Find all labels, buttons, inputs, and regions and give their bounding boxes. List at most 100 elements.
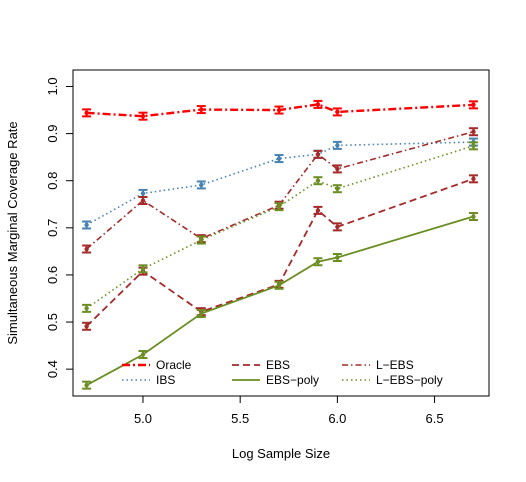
point-marker (471, 102, 476, 108)
data-point (274, 202, 284, 212)
data-point (82, 321, 92, 331)
point-marker (140, 113, 146, 119)
data-point (468, 127, 478, 137)
data-point (332, 107, 342, 117)
point-marker (315, 259, 321, 264)
legend-label: IBS (156, 373, 175, 387)
x-tick-label: 5.0 (134, 411, 152, 426)
legend-label: EBS (266, 358, 290, 372)
data-point (313, 205, 323, 215)
data-point (82, 380, 92, 390)
point-marker (199, 107, 204, 112)
point-marker (84, 324, 89, 329)
point-marker (315, 102, 321, 107)
x-axis-label: Log Sample Size (232, 446, 330, 461)
data-point (274, 105, 284, 115)
data-point (274, 154, 284, 164)
point-marker (335, 109, 340, 115)
data-point (82, 244, 92, 254)
legend-entry: IBS (122, 373, 175, 387)
data-point (82, 108, 92, 118)
data-point (468, 141, 478, 151)
data-point (196, 105, 206, 115)
point-marker (335, 143, 340, 148)
point-marker (140, 198, 146, 203)
y-tick-label: 0.4 (45, 360, 60, 378)
point-marker (471, 214, 476, 219)
data-point (468, 212, 478, 222)
point-marker (315, 152, 321, 157)
point-marker (84, 110, 89, 116)
y-tick-label: 1.0 (45, 77, 60, 95)
point-marker (84, 306, 89, 311)
point-marker (315, 178, 321, 183)
data-point (332, 164, 342, 174)
y-axis-label: Simultaneous Marginal Coverage Rate (5, 121, 20, 344)
legend: Oracle EBS L−EBS IBS EBS−poly L−EBS−poly (122, 358, 443, 387)
point-marker (84, 382, 89, 388)
series (82, 137, 478, 230)
point-marker (140, 191, 146, 196)
data-point (332, 222, 342, 232)
point-marker (84, 222, 89, 228)
point-marker (276, 107, 282, 113)
point-marker (335, 166, 340, 172)
point-marker (199, 311, 204, 316)
point-marker (335, 186, 340, 191)
y-tick-label: 0.5 (45, 313, 60, 331)
legend-entry: EBS (232, 358, 290, 372)
data-point (138, 264, 148, 274)
data-point (196, 309, 206, 319)
point-marker (471, 176, 476, 182)
data-point (313, 99, 323, 109)
y-tick-label: 0.6 (45, 266, 60, 284)
point-marker (471, 129, 476, 134)
data-point (138, 350, 148, 360)
data-point (138, 195, 148, 205)
point-marker (335, 224, 340, 230)
data-point (82, 220, 92, 230)
axes: 5.0 5.5 6.0 6.5 0.4 0.5 0.6 0.7 0.8 0.9 1.0 (45, 77, 444, 426)
series (82, 99, 478, 121)
point-marker (276, 283, 282, 288)
data-point (313, 149, 323, 159)
y-tick-label: 0.9 (45, 125, 60, 143)
point-marker (471, 143, 476, 149)
legend-entry: Oracle (122, 358, 192, 372)
data-point (274, 280, 284, 290)
data-point (332, 184, 342, 194)
series (82, 174, 478, 331)
data-point (82, 303, 92, 313)
legend-label: EBS−poly (266, 373, 319, 387)
point-marker (276, 156, 282, 161)
y-tick-label: 0.8 (45, 172, 60, 190)
point-marker (199, 237, 204, 243)
x-tick-label: 5.5 (231, 411, 249, 426)
series (82, 141, 478, 313)
data-point (196, 235, 206, 245)
point-marker (335, 255, 340, 260)
point-marker (315, 208, 321, 213)
y-tick-label: 0.7 (45, 219, 60, 237)
point-marker (140, 352, 146, 357)
point-marker (276, 204, 282, 209)
legend-label: L−EBS (376, 358, 414, 372)
point-marker (199, 182, 204, 188)
data-point (468, 174, 478, 184)
data-point (332, 140, 342, 150)
series (82, 212, 478, 390)
data-point (313, 257, 323, 267)
series-layer (82, 99, 478, 390)
data-point (332, 252, 342, 262)
point-marker (140, 266, 146, 272)
x-tick-label: 6.5 (426, 411, 444, 426)
data-point (313, 176, 323, 186)
legend-entry: L−EBS−poly (342, 373, 443, 387)
legend-entry: L−EBS (342, 358, 414, 372)
legend-entry: EBS−poly (232, 373, 319, 387)
legend-label: L−EBS−poly (376, 373, 443, 387)
plot-frame (72, 69, 490, 397)
data-point (468, 100, 478, 110)
x-tick-label: 6.0 (328, 411, 346, 426)
